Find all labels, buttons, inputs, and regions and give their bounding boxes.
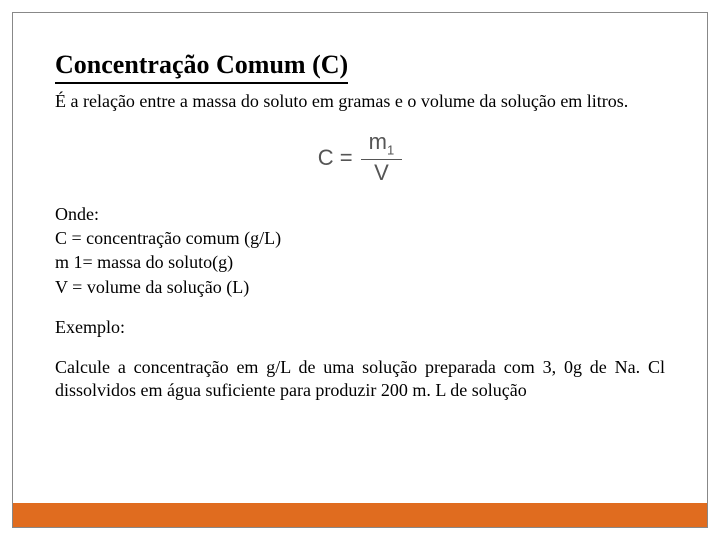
formula-lhs: C = xyxy=(318,145,353,171)
formula-block: C = m1 V xyxy=(55,131,665,183)
example-text: Calcule a concentração em g/L de uma sol… xyxy=(55,356,665,403)
slide-content: Concentração Comum (C) É a relação entre… xyxy=(55,50,665,403)
accent-bar xyxy=(13,503,707,527)
description-text: É a relação entre a massa do soluto em g… xyxy=(55,90,665,113)
formula-numerator: m1 xyxy=(361,131,403,159)
formula-num-sub: 1 xyxy=(387,143,394,158)
formula-fraction: m1 V xyxy=(361,131,403,183)
slide-title: Concentração Comum (C) xyxy=(55,50,348,84)
where-line: V = volume da solução (L) xyxy=(55,275,665,299)
formula-denominator: V xyxy=(374,160,389,184)
where-block: Onde: C = concentração comum (g/L) m 1= … xyxy=(55,202,665,299)
formula-num-base: m xyxy=(369,129,387,154)
where-line: C = concentração comum (g/L) xyxy=(55,226,665,250)
example-label: Exemplo: xyxy=(55,317,665,338)
where-label: Onde: xyxy=(55,202,665,226)
where-line: m 1= massa do soluto(g) xyxy=(55,250,665,274)
